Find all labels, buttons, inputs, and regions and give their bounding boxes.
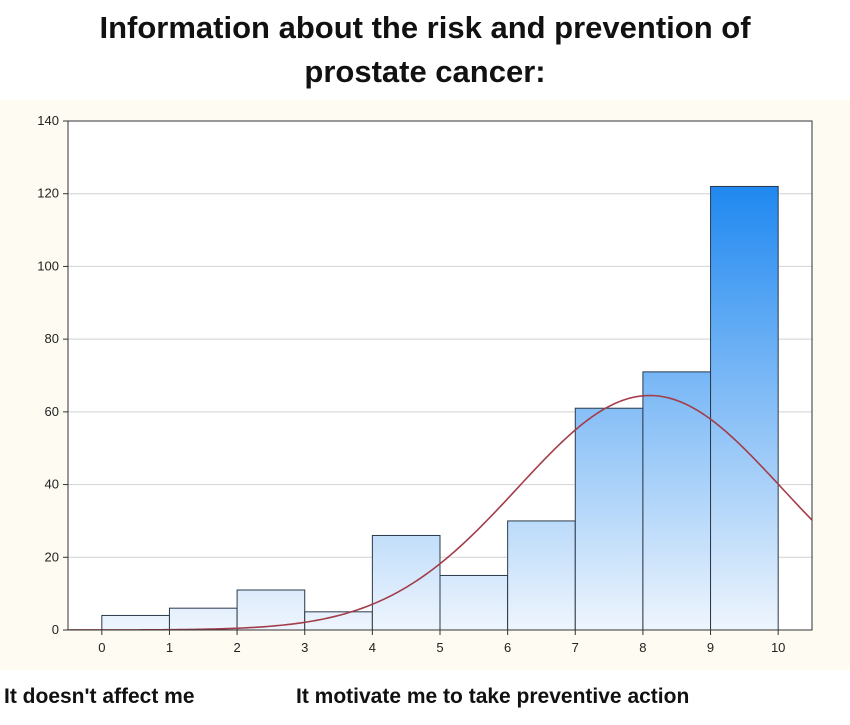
- histogram-bar-7: [574, 407, 644, 631]
- x-tick-label: 7: [572, 640, 579, 655]
- chart-title: Information about the risk and preventio…: [0, 6, 850, 94]
- x-tick-label: 4: [369, 640, 376, 655]
- x-tick-label: 0: [98, 640, 105, 655]
- histogram-chart: 0 20 40 60 80 100 120 140 0 1 2 3 4 5 6 7 8 9 10: [37, 113, 813, 655]
- x-tick-label: 10: [771, 640, 785, 655]
- normal-fit-curve: [68, 394, 812, 630]
- histogram-bar-6: [507, 520, 576, 631]
- y-tick-label: 120: [37, 186, 59, 201]
- chart-title-line-1: Information about the risk and preventio…: [99, 10, 751, 45]
- histogram-bar-9: [710, 185, 779, 631]
- x-tick-label: 1: [166, 640, 173, 655]
- histogram-bar-0: [101, 614, 170, 631]
- histogram-bar-1: [168, 607, 238, 631]
- y-tick-label: 20: [45, 549, 59, 564]
- x-tick-label: 6: [504, 640, 511, 655]
- y-tick-label: 0: [52, 622, 59, 637]
- y-tick-label: 60: [45, 404, 59, 419]
- histogram-bar-4: [371, 534, 441, 631]
- x-tick-label: 3: [301, 640, 308, 655]
- x-tick-label: 2: [233, 640, 240, 655]
- y-tick-label: 140: [37, 113, 59, 128]
- y-tick-label: 40: [45, 477, 59, 492]
- histogram-bar-5: [439, 574, 509, 631]
- chart-area: 0 20 40 60 80 100 120 140 0 1 2 3 4 5 6 7 8 9 10: [0, 100, 850, 670]
- x-tick-label: 9: [707, 640, 714, 655]
- y-tick-label: 80: [45, 331, 59, 346]
- footer-right-label: It motivate me to take preventive action: [296, 685, 690, 708]
- x-tick-label: 8: [639, 640, 646, 655]
- plot-frame: [67, 120, 813, 631]
- x-tick-label: 5: [436, 640, 443, 655]
- y-tick-label: 100: [37, 258, 59, 273]
- footer-left-label: It doesn't affect me: [4, 685, 195, 708]
- histogram-bar-8: [642, 371, 712, 631]
- chart-title-line-2: prostate cancer:: [304, 54, 546, 89]
